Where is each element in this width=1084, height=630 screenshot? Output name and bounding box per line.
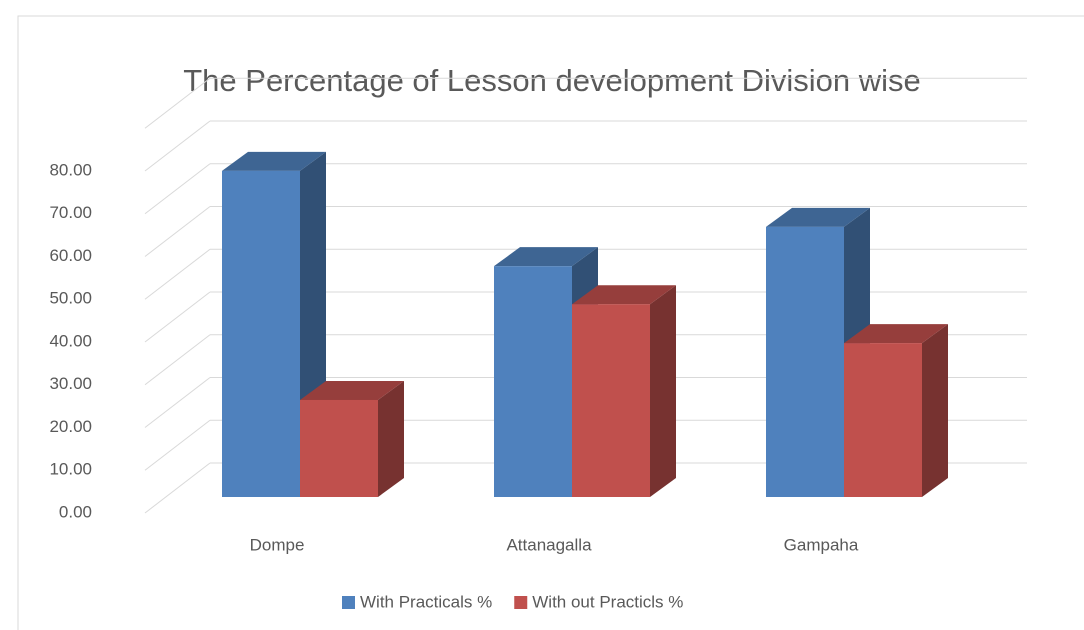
bar-top <box>766 207 870 227</box>
bar-front <box>222 170 300 497</box>
bar-top <box>222 151 326 171</box>
bar-side <box>378 380 404 497</box>
bar-front <box>766 226 844 497</box>
grid-line <box>144 206 211 257</box>
grid-line <box>144 77 211 129</box>
y-tick-label: 40.00 <box>49 331 92 350</box>
legend-label: With out Practicls % <box>532 592 683 611</box>
chart-title: The Percentage of Lesson development Div… <box>183 63 921 98</box>
bar-front <box>300 399 378 497</box>
y-tick-label: 80.00 <box>49 160 92 179</box>
legend-swatch <box>514 596 528 609</box>
legend-swatch <box>342 596 355 609</box>
grid-line <box>144 334 211 386</box>
bar-side <box>650 285 676 497</box>
bar-front <box>572 304 650 497</box>
y-tick-label: 30.00 <box>49 374 92 393</box>
bar-side <box>922 324 948 497</box>
bar <box>300 380 404 497</box>
y-tick-label: 70.00 <box>49 203 92 222</box>
grid-line <box>144 248 211 300</box>
bar-top <box>844 324 948 344</box>
bar-front <box>844 343 922 497</box>
grid-line <box>144 419 211 471</box>
x-tick-label: Gampaha <box>784 535 859 554</box>
y-tick-label: 20.00 <box>49 417 92 436</box>
y-tick-label: 0.00 <box>59 502 92 521</box>
grid-line <box>144 377 211 428</box>
y-tick-label: 60.00 <box>49 246 92 265</box>
chart-border <box>17 15 1084 630</box>
bar-top <box>572 285 676 305</box>
bar-front <box>494 266 572 497</box>
legend-label: With Practicals % <box>360 592 492 611</box>
y-tick-label: 50.00 <box>49 289 92 308</box>
y-tick-label: 10.00 <box>49 460 92 479</box>
grid-line <box>144 120 211 172</box>
grid-line <box>144 291 211 343</box>
x-tick-label: Dompe <box>250 535 305 554</box>
bar-top <box>300 380 404 400</box>
x-tick-label: Attanagalla <box>506 535 592 554</box>
bar-top <box>494 247 598 267</box>
grid-line <box>144 163 211 215</box>
bar <box>844 324 948 497</box>
grid-line <box>144 462 211 514</box>
bar <box>572 285 676 497</box>
